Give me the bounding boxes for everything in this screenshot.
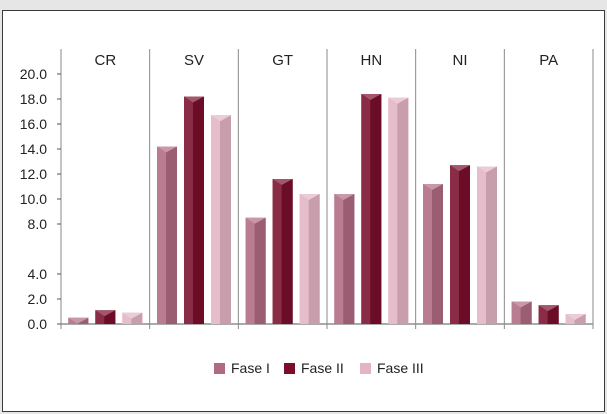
bar-top (477, 166, 497, 173)
bar-NI-Fase-III (477, 166, 497, 324)
bar-side (486, 166, 497, 324)
legend-swatch (214, 363, 225, 374)
bar-side (432, 184, 443, 324)
category-label: PA (539, 52, 558, 69)
bar-CR-Fase-III (122, 312, 143, 324)
bar-side (281, 179, 293, 324)
bar-top (211, 115, 231, 122)
bar-side (104, 310, 116, 324)
bar-side (459, 165, 470, 324)
legend-label: Fase I (231, 360, 270, 376)
bar-CR-Fase-I (68, 317, 89, 324)
bar-side (220, 115, 231, 324)
legend-swatch (360, 363, 371, 374)
bar-PA-Fase-II (538, 305, 559, 324)
y-tick-label: 18.0 (20, 91, 47, 107)
bar-side (547, 305, 559, 324)
bar-face (68, 317, 78, 324)
bar-top (511, 301, 532, 308)
bar-GT-Fase-II (272, 179, 293, 324)
bar-side (193, 96, 204, 324)
bar-face (361, 94, 371, 324)
bar-face (511, 301, 521, 324)
bar-NI-Fase-I (423, 184, 443, 324)
bar-face (477, 166, 486, 324)
bar-top (388, 97, 409, 104)
bar-side (343, 194, 355, 324)
y-tick-label: 12.0 (20, 166, 47, 182)
bar-SV-Fase-II (184, 96, 204, 324)
bar-side (397, 97, 409, 324)
bar-face (122, 312, 132, 324)
bar-GT-Fase-I (245, 217, 266, 324)
bar-side (520, 301, 532, 324)
bar-side (77, 317, 89, 324)
bar-face (245, 217, 255, 324)
bar-HN-Fase-III (388, 97, 409, 324)
bar-face (184, 96, 193, 324)
legend-swatch (284, 363, 295, 374)
bar-face (450, 165, 459, 324)
y-tick-label: 14.0 (20, 141, 47, 157)
category-label: HN (360, 52, 382, 69)
bar-face (272, 179, 282, 324)
bar-side (166, 146, 177, 324)
bar-side (308, 194, 320, 324)
bar-top (272, 179, 293, 185)
bar-side (574, 314, 586, 324)
category-label: GT (272, 52, 293, 69)
y-tick-label: 8.0 (28, 216, 48, 232)
y-tick-label: 2.0 (28, 291, 48, 307)
bar-side (131, 312, 143, 324)
category-label: NI (453, 52, 468, 69)
bar-face (334, 194, 344, 324)
bar-top (68, 317, 89, 324)
bar-HN-Fase-II (361, 94, 382, 324)
bar-face (157, 146, 166, 324)
bar-chart: CR SV GT HN NI PA 20.0 18.0 16.0 14.0 12.0 10.0 8.0 4… (20, 49, 594, 376)
category-label: SV (184, 52, 204, 69)
bar-GT-Fase-III (299, 194, 320, 324)
bar-PA-Fase-III (565, 314, 586, 324)
y-tick-label: 0.0 (28, 316, 48, 332)
chart-frame: CR SV GT HN NI PA 20.0 18.0 16.0 14.0 12.0 10.0 8.0 4… (2, 10, 605, 412)
bar-top (122, 312, 143, 319)
bar-top (157, 146, 177, 153)
y-tick-label: 10.0 (20, 191, 47, 207)
bar-PA-Fase-I (511, 301, 532, 324)
bar-face (95, 310, 105, 324)
bar-top (565, 314, 586, 320)
bar-side (254, 217, 266, 324)
bar-side (370, 94, 382, 324)
legend-label: Fase III (377, 360, 424, 376)
bar-HN-Fase-I (334, 194, 355, 324)
bar-NI-Fase-II (450, 165, 470, 324)
bar-face (211, 115, 220, 324)
category-label: CR (94, 52, 116, 69)
bar-CR-Fase-II (95, 310, 116, 324)
bar-SV-Fase-I (157, 146, 177, 324)
bar-top (184, 96, 204, 103)
bar-top (95, 310, 116, 317)
legend-label: Fase II (301, 360, 344, 376)
bar-SV-Fase-III (211, 115, 231, 324)
bar-face (388, 97, 398, 324)
bar-top (299, 194, 320, 200)
y-tick-label: 20.0 (20, 66, 47, 82)
bar-top (361, 94, 382, 100)
bar-top (538, 305, 559, 312)
bar-face (565, 314, 575, 324)
y-tick-label: 4.0 (28, 266, 48, 282)
y-tick-label: 16.0 (20, 116, 47, 132)
bar-face (538, 305, 548, 324)
bar-top (334, 194, 355, 200)
bar-face (299, 194, 309, 324)
bar-top (245, 217, 266, 224)
bar-top (450, 165, 470, 172)
bar-top (423, 184, 443, 190)
bar-face (423, 184, 432, 324)
